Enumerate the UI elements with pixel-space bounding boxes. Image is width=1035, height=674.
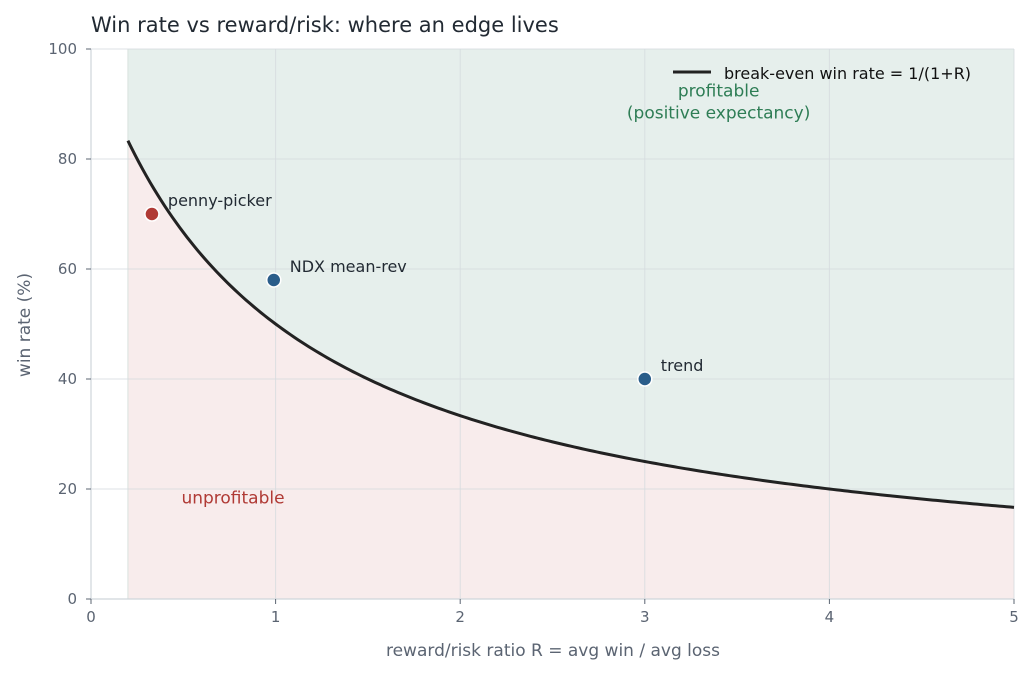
unprofitable-region-label: unprofitable xyxy=(181,488,284,508)
point-ndx-mean-rev xyxy=(266,272,282,288)
y-tick-label: 40 xyxy=(58,370,77,388)
plot-regions xyxy=(127,49,1015,600)
x-tick-label: 1 xyxy=(271,608,281,626)
break-even-curve xyxy=(126,140,1015,509)
break-even-curve-layer xyxy=(126,140,1015,509)
point-label-penny-picker: penny-picker xyxy=(168,191,272,210)
axes xyxy=(90,49,1014,600)
y-axis-ticks: 0 20 40 60 80 100 xyxy=(48,40,91,608)
unprofitable-region xyxy=(127,140,1015,600)
point-penny-picker xyxy=(144,206,160,222)
x-axis-title: reward/risk ratio R = avg win / avg loss xyxy=(386,641,720,661)
x-tick-label: 0 xyxy=(86,608,96,626)
x-axis-ticks: 0 1 2 3 4 5 xyxy=(86,599,1019,626)
x-tick-label: 4 xyxy=(825,608,835,626)
y-tick-label: 20 xyxy=(58,480,77,498)
x-tick-label: 3 xyxy=(640,608,650,626)
y-tick-label: 100 xyxy=(48,40,77,58)
x-tick-label: 5 xyxy=(1009,608,1019,626)
legend: break-even win rate = 1/(1+R) xyxy=(673,64,971,83)
legend-entry-break-even: break-even win rate = 1/(1+R) xyxy=(724,64,971,83)
y-tick-label: 80 xyxy=(58,150,77,168)
grid-lines xyxy=(90,48,1015,600)
point-label-ndx-mean-rev: NDX mean-rev xyxy=(290,257,407,276)
data-points-layer: penny-picker NDX mean-rev trend xyxy=(144,191,704,387)
x-tick-label: 2 xyxy=(455,608,465,626)
point-label-trend: trend xyxy=(661,356,704,375)
y-axis-title: win rate (%) xyxy=(15,273,35,377)
chart-title: Win rate vs reward/risk: where an edge l… xyxy=(91,13,559,37)
point-trend xyxy=(637,371,653,387)
y-tick-label: 60 xyxy=(58,260,77,278)
profitable-region-label: profitable xyxy=(678,81,760,101)
profitable-region-sublabel: (positive expectancy) xyxy=(627,103,810,123)
profitable-region xyxy=(127,49,1015,508)
y-tick-label: 0 xyxy=(67,590,77,608)
